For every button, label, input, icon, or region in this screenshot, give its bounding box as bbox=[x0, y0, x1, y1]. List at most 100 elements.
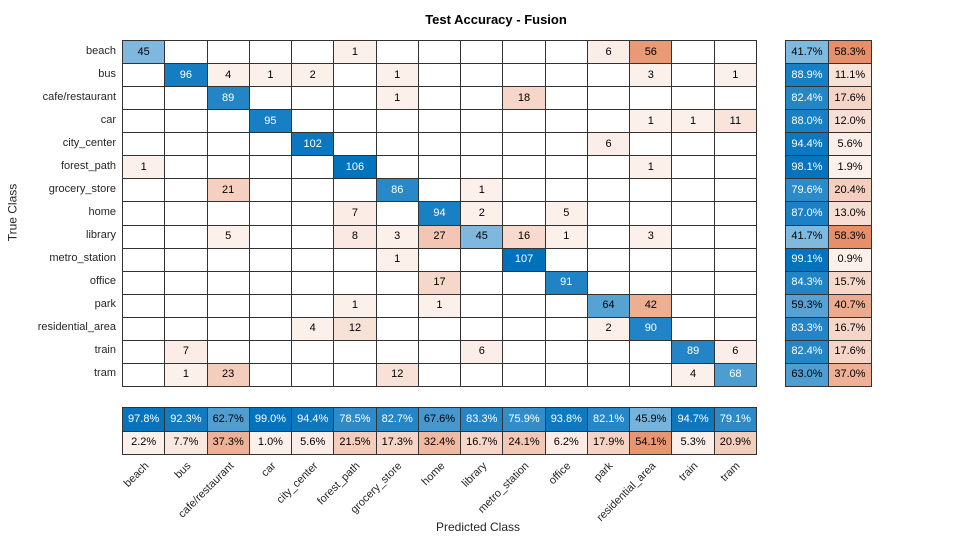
matrix-cell bbox=[165, 202, 207, 225]
matrix-cell bbox=[587, 202, 630, 225]
matrix-cell: 6 bbox=[587, 133, 630, 156]
matrix-cell: 5 bbox=[207, 225, 249, 248]
matrix-cell: 7 bbox=[165, 340, 207, 363]
matrix-cell: 23 bbox=[207, 363, 249, 386]
matrix-cell: 1 bbox=[334, 41, 376, 64]
matrix-cell bbox=[123, 225, 165, 248]
matrix-cell bbox=[165, 156, 207, 179]
y-tick-label: car bbox=[100, 114, 116, 126]
matrix-cell bbox=[249, 294, 292, 317]
matrix-cell: 6 bbox=[587, 41, 630, 64]
matrix-cell bbox=[418, 363, 461, 386]
matrix-cell bbox=[672, 133, 714, 156]
matrix-cell bbox=[207, 317, 249, 340]
matrix-cell bbox=[461, 156, 503, 179]
row-summary-incorrect-cell: 20.4% bbox=[829, 179, 871, 202]
row-summary-incorrect-cell: 11.1% bbox=[829, 64, 871, 87]
column-summary-correct-cell: 62.7% bbox=[207, 408, 249, 431]
row-summary-correct-cell: 88.9% bbox=[786, 64, 828, 87]
matrix-cell bbox=[165, 133, 207, 156]
matrix-cell bbox=[334, 110, 376, 133]
matrix-cell bbox=[249, 225, 292, 248]
matrix-cell: 68 bbox=[714, 363, 756, 386]
column-summary-incorrect-cell: 2.2% bbox=[123, 431, 165, 454]
matrix-cell bbox=[249, 41, 292, 64]
column-summary-incorrect-cell: 5.6% bbox=[292, 431, 334, 454]
matrix-cell bbox=[672, 41, 714, 64]
matrix-cell bbox=[587, 271, 630, 294]
matrix-cell: 1 bbox=[376, 64, 418, 87]
matrix-cell bbox=[123, 317, 165, 340]
matrix-cell bbox=[418, 179, 461, 202]
matrix-cell bbox=[376, 133, 418, 156]
chart-title: Test Accuracy - Fusion bbox=[425, 12, 567, 27]
matrix-cell: 12 bbox=[334, 317, 376, 340]
matrix-cell bbox=[714, 317, 756, 340]
matrix-cell bbox=[545, 133, 587, 156]
matrix-cell: 27 bbox=[418, 225, 461, 248]
matrix-cell bbox=[418, 41, 461, 64]
matrix-cell bbox=[587, 179, 630, 202]
column-summary-incorrect-cell: 1.0% bbox=[249, 431, 292, 454]
column-summary-correct-cell: 94.7% bbox=[672, 408, 714, 431]
matrix-cell bbox=[418, 64, 461, 87]
matrix-cell bbox=[461, 41, 503, 64]
matrix-cell bbox=[418, 133, 461, 156]
matrix-cell bbox=[418, 340, 461, 363]
matrix-cell bbox=[418, 110, 461, 133]
matrix-cell: 6 bbox=[714, 340, 756, 363]
matrix-cell bbox=[672, 294, 714, 317]
matrix-cell bbox=[376, 340, 418, 363]
matrix-cell bbox=[123, 64, 165, 87]
matrix-cell bbox=[545, 87, 587, 110]
matrix-cell bbox=[376, 317, 418, 340]
matrix-cell bbox=[292, 202, 334, 225]
matrix-cell bbox=[461, 133, 503, 156]
y-tick-label: home bbox=[88, 206, 116, 218]
matrix-cell: 1 bbox=[418, 294, 461, 317]
matrix-cell bbox=[418, 248, 461, 271]
matrix-cell: 1 bbox=[461, 179, 503, 202]
matrix-cell bbox=[123, 363, 165, 386]
row-summary-correct-cell: 99.1% bbox=[786, 248, 828, 271]
matrix-cell: 56 bbox=[630, 41, 672, 64]
matrix-cell bbox=[545, 64, 587, 87]
matrix-cell bbox=[714, 41, 756, 64]
row-summary-incorrect-cell: 13.0% bbox=[829, 202, 871, 225]
matrix-cell bbox=[545, 179, 587, 202]
row-summary-incorrect-cell: 16.7% bbox=[829, 317, 871, 340]
matrix-cell: 106 bbox=[334, 156, 376, 179]
matrix-cell bbox=[672, 202, 714, 225]
matrix-cell bbox=[672, 87, 714, 110]
matrix-cell bbox=[123, 87, 165, 110]
matrix-cell bbox=[123, 110, 165, 133]
matrix-cell: 86 bbox=[376, 179, 418, 202]
matrix-cell: 1 bbox=[630, 110, 672, 133]
matrix-cell: 4 bbox=[207, 64, 249, 87]
matrix-cell bbox=[207, 41, 249, 64]
row-summary-incorrect-cell: 17.6% bbox=[829, 87, 871, 110]
matrix-cell bbox=[587, 87, 630, 110]
column-summary-correct-cell: 92.3% bbox=[165, 408, 207, 431]
row-summary-correct-cell: 79.6% bbox=[786, 179, 828, 202]
matrix-cell: 1 bbox=[123, 156, 165, 179]
matrix-cell bbox=[587, 156, 630, 179]
matrix-cell bbox=[292, 340, 334, 363]
matrix-cell bbox=[292, 363, 334, 386]
matrix-cell bbox=[714, 87, 756, 110]
matrix-cell: 96 bbox=[165, 64, 207, 87]
y-tick-label: forest_path bbox=[60, 160, 116, 172]
matrix-cell bbox=[249, 340, 292, 363]
column-summary-correct-cell: 94.4% bbox=[292, 408, 334, 431]
matrix-cell bbox=[461, 271, 503, 294]
matrix-cell bbox=[630, 179, 672, 202]
matrix-cell bbox=[672, 225, 714, 248]
y-tick-label: bus bbox=[98, 68, 116, 80]
row-summary-correct-cell: 87.0% bbox=[786, 202, 828, 225]
matrix-cell: 12 bbox=[376, 363, 418, 386]
column-summary-correct-cell: 99.0% bbox=[249, 408, 292, 431]
matrix-cell: 16 bbox=[503, 225, 545, 248]
column-summary-correct-cell: 82.7% bbox=[376, 408, 418, 431]
matrix-cell bbox=[207, 156, 249, 179]
